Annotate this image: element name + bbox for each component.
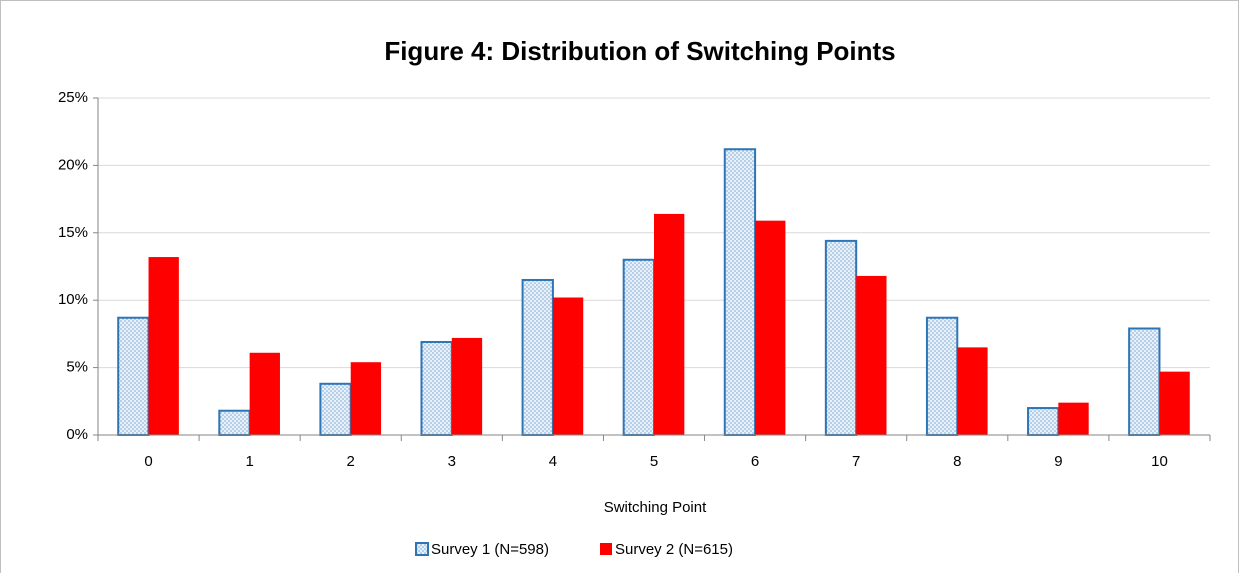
x-tick-label: 6 (751, 453, 759, 470)
y-tick-label: 10% (58, 291, 88, 308)
legend-swatch (415, 542, 429, 556)
bar (957, 347, 988, 435)
bar (249, 352, 280, 435)
x-tick-label: 10 (1151, 453, 1168, 470)
y-tick-label: 0% (66, 426, 88, 443)
bar (1058, 402, 1089, 435)
bar (319, 382, 352, 436)
legend-label: Survey 2 (N=615) (615, 541, 733, 558)
x-tick-label: 7 (852, 453, 860, 470)
x-tick-label: 0 (144, 453, 152, 470)
bar (654, 213, 685, 435)
bar (552, 297, 584, 435)
bar (218, 409, 251, 436)
bar (350, 362, 382, 435)
bar (1128, 327, 1161, 436)
y-tick-label: 25% (58, 89, 88, 106)
x-tick-label: 9 (1054, 453, 1062, 470)
x-tick-label: 2 (347, 453, 355, 470)
bar (824, 239, 858, 436)
bar (1027, 407, 1060, 437)
bar (148, 257, 179, 435)
bar (117, 316, 150, 436)
bar (622, 258, 656, 437)
x-tick-label: 8 (953, 453, 961, 470)
legend-label: Survey 1 (N=598) (431, 541, 549, 558)
bar (1159, 371, 1190, 435)
chart-title: Figure 4: Distribution of Switching Poin… (384, 36, 895, 66)
y-tick-label: 5% (66, 359, 88, 376)
bar (451, 337, 483, 435)
bar (755, 220, 786, 435)
bar (521, 278, 554, 437)
x-tick-label: 1 (245, 453, 253, 470)
x-tick-label: 3 (448, 453, 456, 470)
y-tick-label: 20% (58, 156, 88, 173)
bar (420, 340, 453, 437)
x-tick-label: 4 (549, 453, 557, 470)
x-axis-title: Switching Point (604, 499, 707, 516)
bar (925, 316, 959, 436)
y-tick-label: 15% (58, 224, 88, 241)
bar (856, 275, 887, 435)
legend-swatch (600, 543, 612, 555)
x-tick-label: 5 (650, 453, 658, 470)
bar (723, 148, 757, 436)
